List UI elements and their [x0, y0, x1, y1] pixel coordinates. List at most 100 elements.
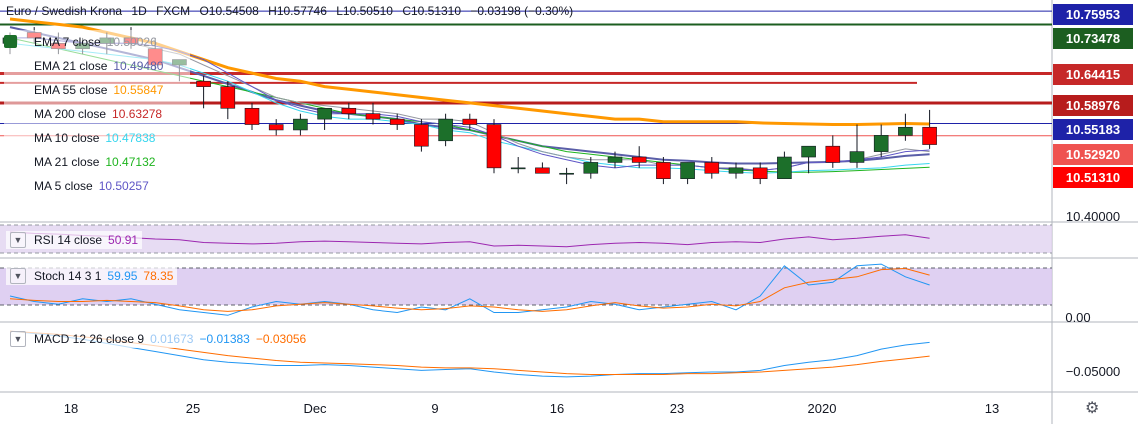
candle-body: [196, 80, 211, 87]
legend-row-ma10[interactable]: MA 10 close 10.47838: [4, 126, 190, 150]
macd-hist-value: 0.01673: [150, 332, 194, 346]
ohlc-open: O10.54508: [199, 4, 259, 18]
candle-body: [293, 118, 308, 131]
symbol-header: Euro / Swedish Krona 1D FXCM O10.54508 H…: [6, 4, 579, 18]
rsi-value: 50.91: [108, 233, 139, 247]
rsi-line: [9, 231, 930, 248]
rsi-label: RSI 14 close: [34, 233, 103, 247]
legend-value: 10.47838: [105, 131, 156, 145]
ohlc-high: H10.57746: [268, 4, 327, 18]
stoch-label: Stoch 14 3 1: [34, 269, 102, 283]
candle-body: [438, 118, 453, 142]
candle-body: [777, 156, 792, 179]
chevron-down-icon[interactable]: ▼: [10, 232, 26, 248]
legend-row-ema55[interactable]: EMA 55 close 10.55847: [4, 78, 190, 102]
macd-signal-value: −0.03056: [255, 332, 307, 346]
ohlc-change: −0.03198 (−0.30%): [470, 4, 574, 18]
candle-body: [898, 126, 913, 136]
candle-body: [341, 107, 357, 115]
price-tag: 10.55183: [1053, 119, 1133, 140]
indicator-legend: EMA 7 close 10.50026 EMA 21 close 10.49480…: [4, 30, 190, 198]
candle-body: [365, 113, 381, 120]
legend-row-ma5[interactable]: MA 5 close 10.50257: [4, 174, 190, 198]
candle-body: [486, 124, 502, 169]
stoch-k-line: [9, 263, 930, 316]
stoch-k-value: 59.95: [107, 269, 138, 283]
candle-body: [414, 124, 429, 147]
legend-label: MA 200 close: [34, 107, 107, 121]
stoch-axis-label: 0.00: [1065, 310, 1091, 325]
stoch-d-value: 78.35: [143, 269, 174, 283]
candle-body: [583, 162, 599, 174]
candle-body: [656, 162, 671, 179]
x-tick: 18: [63, 401, 79, 416]
candle-body: [873, 135, 889, 152]
candle-body: [801, 145, 816, 158]
candle-body: [510, 167, 526, 170]
candle-body: [535, 167, 550, 174]
chevron-down-icon[interactable]: ▼: [10, 268, 26, 284]
candle-body: [825, 145, 841, 163]
candle-body: [607, 156, 623, 163]
legend-value: 10.55847: [113, 83, 164, 97]
candle-body: [559, 172, 574, 175]
candle-body: [317, 107, 332, 120]
ohlc-low: L10.50510: [336, 4, 393, 18]
price-tag: 10.73478: [1053, 28, 1133, 49]
symbol-name[interactable]: Euro / Swedish Krona: [6, 4, 123, 18]
legend-value: 10.63278: [112, 107, 163, 121]
macd-label: MACD 12 26 close 9: [34, 332, 145, 346]
legend-row-ma21[interactable]: MA 21 close 10.47132: [4, 150, 190, 174]
rsi-pane-label[interactable]: ▼ RSI 14 close 50.91: [6, 231, 143, 249]
candle-body: [922, 126, 937, 145]
x-tick: 23: [669, 401, 685, 416]
legend-row-ema21[interactable]: EMA 21 close 10.49480: [4, 54, 190, 78]
candle-body: [704, 162, 720, 174]
legend-value: 10.50026: [106, 35, 157, 49]
gear-icon[interactable]: ⚙: [1085, 400, 1100, 417]
macd-axis-label: −0.05000: [1065, 364, 1121, 379]
rsi-band: [0, 225, 1052, 253]
x-tick: 9: [431, 401, 439, 416]
interval-label[interactable]: 1D: [131, 4, 147, 18]
candle-body: [680, 162, 695, 179]
x-tick: 16: [549, 401, 565, 416]
ohlc-close: C10.51310: [402, 4, 462, 18]
x-tick: 13: [984, 401, 1000, 416]
exchange-label: FXCM: [156, 4, 191, 18]
price-tag: 10.51310: [1053, 167, 1133, 188]
candle-body: [849, 151, 865, 163]
macd-pane-label[interactable]: ▼ MACD 12 26 close 9 0.01673 −0.01383 −0…: [6, 330, 311, 348]
legend-row-ema7[interactable]: EMA 7 close 10.50026: [4, 30, 190, 54]
price-tag: 10.64415: [1053, 64, 1133, 85]
macd-line: [9, 330, 930, 378]
legend-label: EMA 21 close: [34, 59, 108, 73]
x-tick: Dec: [303, 401, 327, 416]
candle-body: [728, 167, 744, 174]
candle-body: [462, 118, 478, 125]
price-tag: 10.75953: [1053, 4, 1133, 25]
legend-label: MA 21 close: [34, 155, 100, 169]
legend-value: 10.50257: [98, 179, 149, 193]
collapse-icon[interactable]: [4, 35, 17, 48]
candle-body: [389, 118, 405, 125]
stoch-pane-label[interactable]: ▼ Stoch 14 3 1 59.95 78.35: [6, 267, 178, 285]
stoch-d-line: [9, 267, 930, 312]
candle-body: [752, 167, 768, 179]
legend-row-ma200[interactable]: MA 200 close 10.63278: [4, 102, 190, 126]
legend-value: 10.49480: [113, 59, 164, 73]
macd-value: −0.01383: [199, 332, 250, 346]
legend-label: EMA 55 close: [34, 83, 108, 97]
legend-label: MA 5 close: [34, 179, 93, 193]
price-tag: 10.58976: [1053, 95, 1133, 116]
chevron-down-icon[interactable]: ▼: [10, 331, 26, 347]
x-tick: 2020: [807, 401, 837, 416]
candle-body: [244, 107, 260, 125]
price-axis-label: 10.40000: [1065, 209, 1121, 224]
legend-label: MA 10 close: [34, 131, 100, 145]
candle-body: [268, 124, 284, 131]
price-tag: 10.52920: [1053, 144, 1133, 165]
candle-body: [631, 156, 647, 163]
x-tick: 25: [185, 401, 201, 416]
legend-value: 10.47132: [105, 155, 156, 169]
